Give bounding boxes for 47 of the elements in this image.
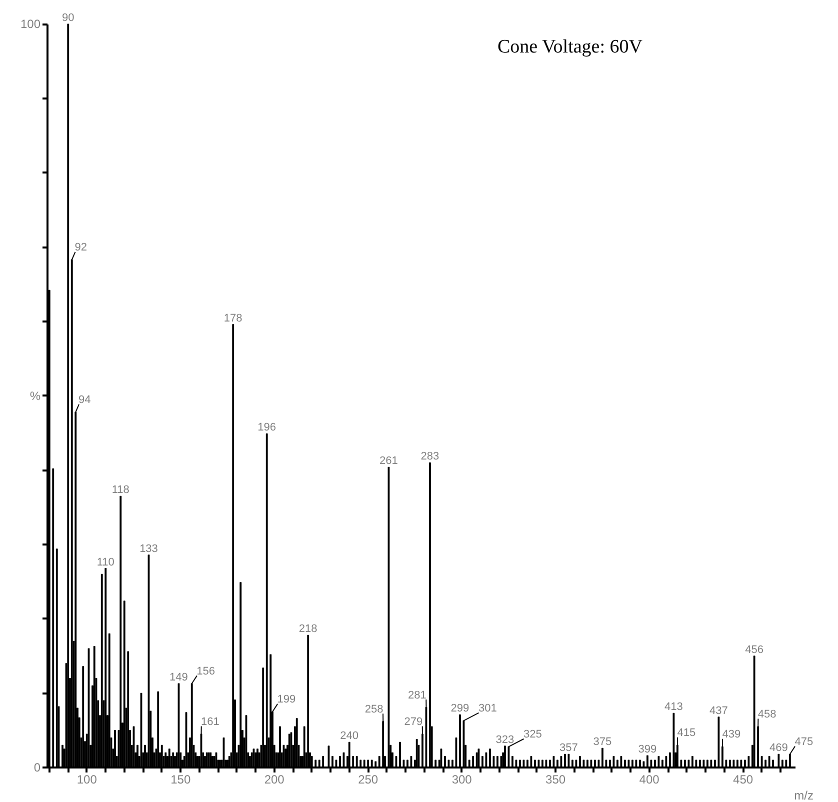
annotation: 375 <box>593 736 612 748</box>
y-tick-label: % <box>30 388 41 403</box>
annotation: 133 <box>140 542 158 555</box>
y-tick-label: 0 <box>34 760 41 774</box>
x-tick-label: 150 <box>170 772 191 786</box>
annotation: 118 <box>112 484 130 496</box>
x-tick-label: 300 <box>452 772 472 786</box>
annotation: 178 <box>224 312 242 324</box>
y-tick-label: 100 <box>20 17 41 32</box>
annotation: 299 <box>450 702 470 715</box>
annotation: 240 <box>340 730 359 742</box>
annotation: 90 <box>62 12 74 24</box>
annotation: 279 <box>404 716 423 728</box>
annotation: 281 <box>408 689 426 702</box>
annotation: 413 <box>664 701 683 714</box>
annotation: 261 <box>380 455 398 468</box>
annotation: 323 <box>496 734 514 746</box>
annotation: 283 <box>420 450 440 463</box>
annotation: 475 <box>794 736 814 748</box>
x-tick-label: 250 <box>358 772 378 786</box>
annotation: 301 <box>478 702 497 715</box>
x-axis-title: m/z <box>794 788 814 802</box>
annotation: 325 <box>524 728 542 741</box>
x-tick-label: 350 <box>546 772 566 786</box>
annotation: 199 <box>277 694 296 706</box>
annotation: 456 <box>745 644 764 656</box>
annotation: 357 <box>560 742 578 754</box>
x-tick-label: 450 <box>733 772 754 786</box>
x-tick-label: 100 <box>76 772 98 786</box>
annotation: 415 <box>677 727 696 740</box>
x-tick-label: 200 <box>264 772 285 786</box>
annotation: 258 <box>364 703 384 716</box>
annotation: 161 <box>201 716 220 728</box>
annotation: 92 <box>74 242 88 254</box>
annotation: 94 <box>78 394 91 406</box>
annotation: 196 <box>258 422 276 434</box>
annotation: 437 <box>710 704 728 717</box>
annotation: 458 <box>758 708 776 721</box>
annotation: Cone Voltage: 60V <box>498 36 643 58</box>
annotation: 399 <box>638 744 657 756</box>
x-tick-label: 400 <box>639 772 660 786</box>
annotation: 218 <box>298 623 318 636</box>
annotation: 439 <box>722 728 741 741</box>
annotation: 156 <box>196 665 216 678</box>
annotation: 469 <box>769 742 788 754</box>
annotation: 110 <box>96 556 114 568</box>
annotation: 149 <box>170 671 188 684</box>
